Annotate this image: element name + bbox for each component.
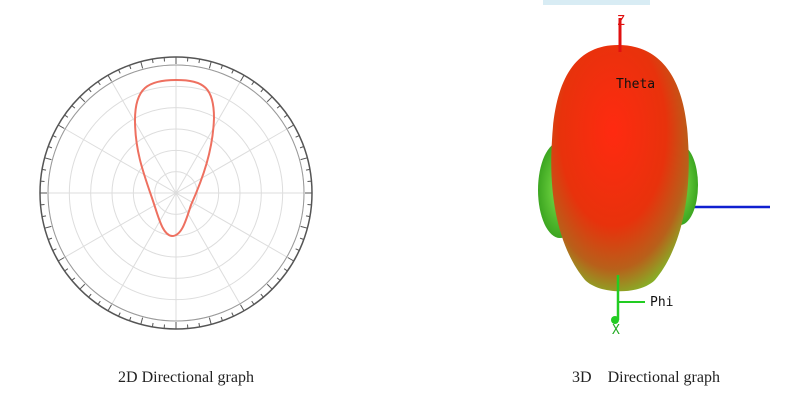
polar-tick: [266, 283, 273, 290]
polar-tick: [300, 225, 308, 229]
polar-tick: [79, 96, 86, 103]
polar-tick: [287, 124, 295, 129]
polar-tick: [299, 237, 304, 240]
polar-tick: [151, 58, 154, 64]
polar-tick: [107, 74, 112, 82]
polar-tick: [198, 58, 201, 64]
polar-tick: [140, 317, 144, 325]
polar-tick: [140, 61, 144, 69]
polar-tick: [41, 168, 47, 171]
polar-tick: [287, 257, 295, 262]
polar-tick: [44, 225, 52, 229]
polar-tick: [118, 69, 121, 74]
polar-tick: [41, 215, 47, 218]
radiation-pattern-3d: [551, 45, 689, 292]
polar-tick: [79, 283, 86, 290]
polar-tick: [231, 312, 234, 317]
polar-grid-spoke: [64, 128, 288, 258]
caption-3d: 3D Directional graph: [572, 369, 720, 386]
polar-tick: [260, 88, 264, 93]
polar-tick: [57, 124, 65, 129]
polar-tick: [57, 257, 65, 262]
polar-tick: [276, 105, 281, 109]
z-label: Z: [617, 14, 625, 29]
polar-tick: [71, 105, 76, 109]
polar-tick: [240, 304, 245, 312]
polar-tick: [118, 312, 121, 317]
polar-tick: [266, 96, 273, 103]
polar-tick: [198, 322, 201, 328]
polar-tick: [260, 293, 264, 298]
theta-label: Theta: [616, 77, 655, 92]
polar-tick: [52, 135, 57, 138]
polar-tick: [283, 114, 288, 118]
polar-plot: [39, 56, 313, 330]
polar-tick: [107, 304, 112, 312]
x-label: X: [612, 323, 620, 338]
polar-tick: [295, 135, 300, 138]
polar-tick: [71, 277, 76, 281]
polar-tick: [97, 81, 101, 86]
polar-tick: [305, 215, 311, 218]
polar-tick: [88, 88, 92, 93]
radiation-pattern-2d: [133, 78, 216, 238]
polar-tick: [299, 146, 304, 149]
polar-tick: [64, 114, 69, 118]
polar-tick: [48, 237, 53, 240]
polar-tick: [129, 316, 132, 321]
polar-tick: [151, 322, 154, 328]
polar-tick: [231, 69, 234, 74]
polar-tick: [52, 248, 57, 251]
polar-tick: [208, 61, 212, 69]
polar-tick: [88, 293, 92, 298]
polar-inner-ring: [47, 64, 305, 322]
caption-2d: 2D Directional graph: [118, 369, 254, 386]
polar-tick: [97, 300, 101, 305]
polar-tick: [276, 277, 281, 281]
polar-tick: [48, 146, 53, 149]
origin-marker: [611, 316, 619, 324]
polar-tick: [251, 300, 255, 305]
polar-tick: [220, 316, 223, 321]
polar-tick: [44, 157, 52, 161]
polar-tick: [251, 81, 255, 86]
phi-label: Phi: [650, 295, 673, 310]
polar-tick: [208, 317, 212, 325]
polar-tick: [295, 248, 300, 251]
polar-tick: [240, 74, 245, 82]
polar-tick: [129, 65, 132, 70]
polar-tick: [305, 168, 311, 171]
polar-tick: [300, 157, 308, 161]
header-strip: [543, 0, 650, 5]
polar-tick: [283, 268, 288, 272]
polar-tick: [64, 268, 69, 272]
polar-tick: [220, 65, 223, 70]
